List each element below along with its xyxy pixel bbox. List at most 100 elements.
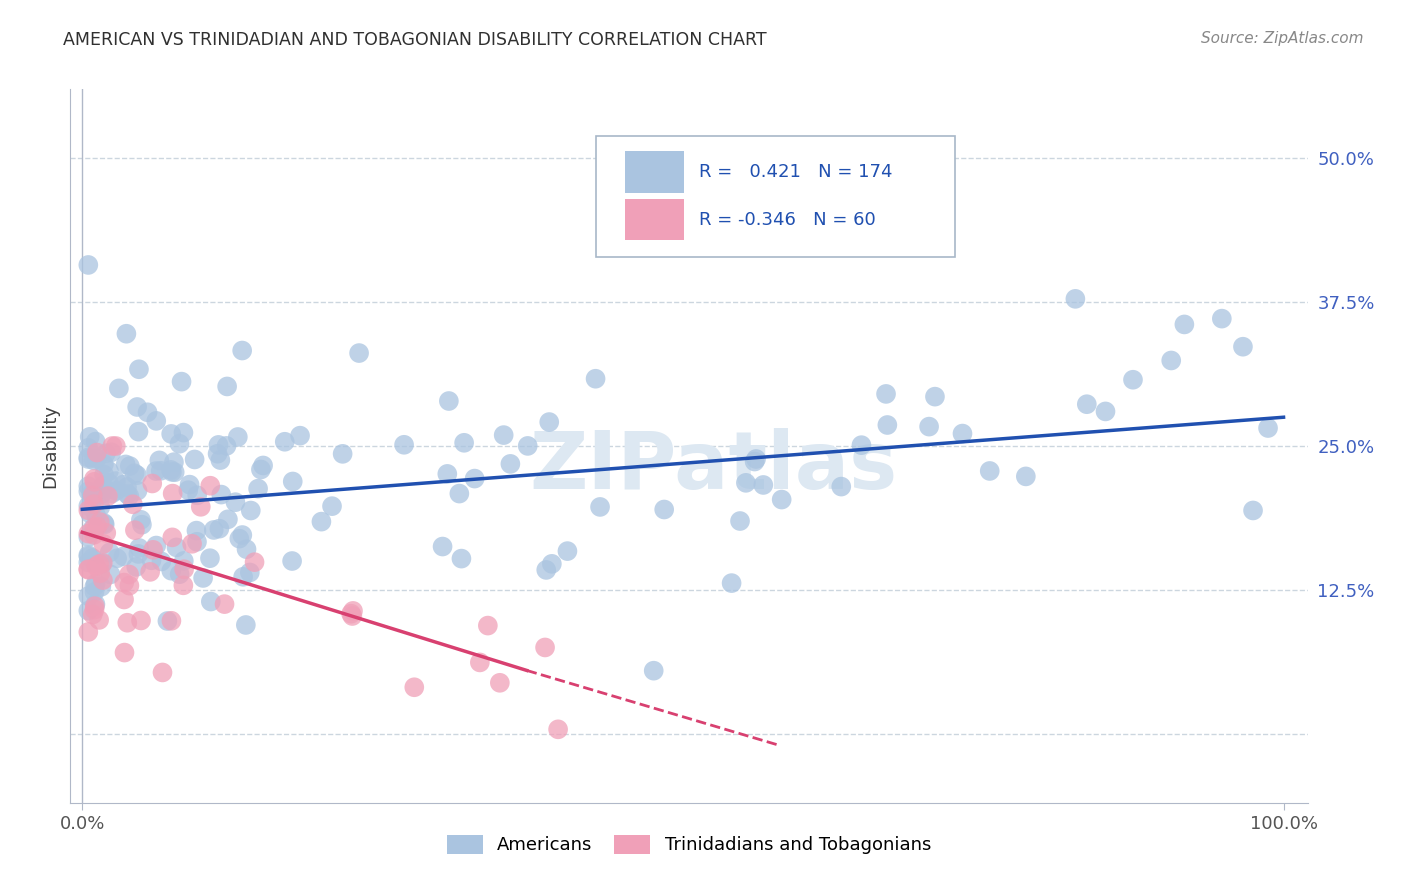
Point xyxy=(77,556,100,570)
Point xyxy=(82,488,104,502)
Point xyxy=(139,565,162,579)
Point xyxy=(436,467,458,481)
Point xyxy=(141,476,163,491)
Point xyxy=(89,500,111,514)
Point xyxy=(83,602,105,616)
Point xyxy=(80,487,103,501)
Point xyxy=(152,665,174,680)
Point xyxy=(77,548,100,562)
Point xyxy=(541,557,564,571)
Point xyxy=(209,453,232,467)
Point xyxy=(104,474,127,488)
Point xyxy=(217,512,239,526)
Point xyxy=(232,570,254,584)
Point xyxy=(200,479,222,493)
Point xyxy=(163,465,186,479)
Point xyxy=(105,551,128,566)
Point xyxy=(118,579,141,593)
Point xyxy=(190,500,212,514)
Point xyxy=(538,415,561,429)
Point xyxy=(77,441,100,455)
Point xyxy=(84,508,107,523)
Point xyxy=(80,498,103,512)
Point xyxy=(77,563,100,577)
Point xyxy=(652,502,675,516)
Point xyxy=(145,464,167,478)
Point xyxy=(311,515,333,529)
Y-axis label: Disability: Disability xyxy=(41,404,59,488)
Point xyxy=(83,556,105,570)
Point xyxy=(720,576,742,591)
Point xyxy=(82,551,104,566)
Point xyxy=(77,624,100,639)
Point xyxy=(156,614,179,628)
Point xyxy=(207,447,229,461)
Point xyxy=(228,532,250,546)
Point xyxy=(100,445,122,459)
Point xyxy=(1257,421,1279,435)
Point xyxy=(231,343,253,358)
Point xyxy=(83,453,105,467)
Point xyxy=(876,417,898,432)
Point xyxy=(589,500,612,514)
Point xyxy=(142,542,165,557)
Point xyxy=(191,571,214,585)
Point xyxy=(127,483,149,498)
Point xyxy=(224,495,246,509)
Text: Source: ZipAtlas.com: Source: ZipAtlas.com xyxy=(1201,31,1364,46)
Point xyxy=(77,452,100,467)
Point xyxy=(148,453,170,467)
Point xyxy=(177,483,200,498)
Point xyxy=(115,480,138,494)
Point xyxy=(170,375,193,389)
Point xyxy=(114,458,136,472)
Point xyxy=(89,613,111,627)
Point xyxy=(347,346,370,360)
Point xyxy=(91,479,114,493)
Point xyxy=(516,439,538,453)
Point xyxy=(166,541,188,555)
Point xyxy=(124,467,146,481)
Point xyxy=(557,544,579,558)
Legend: Americans, Trinidadians and Tobagonians: Americans, Trinidadians and Tobagonians xyxy=(447,835,931,855)
Point xyxy=(1241,503,1264,517)
Point xyxy=(83,520,105,534)
Point xyxy=(160,426,183,441)
Point xyxy=(1015,469,1038,483)
Point xyxy=(231,528,253,542)
Point xyxy=(112,575,135,590)
Point xyxy=(735,475,758,490)
Point xyxy=(86,519,108,533)
Point xyxy=(77,549,100,564)
Point xyxy=(547,723,569,737)
Point xyxy=(89,557,111,571)
Point xyxy=(94,446,117,460)
Point xyxy=(173,554,195,568)
Point xyxy=(449,486,471,500)
Point xyxy=(392,438,415,452)
Point xyxy=(918,419,941,434)
Point xyxy=(129,513,152,527)
Point xyxy=(215,439,238,453)
Point xyxy=(82,607,104,622)
Point xyxy=(108,381,131,395)
Point xyxy=(82,522,104,536)
Point xyxy=(128,362,150,376)
Point xyxy=(1211,311,1233,326)
Point xyxy=(77,604,100,618)
Point xyxy=(745,452,768,467)
Point xyxy=(118,458,141,473)
Point xyxy=(585,372,607,386)
Point xyxy=(131,517,153,532)
Point xyxy=(163,455,186,469)
Point xyxy=(274,434,297,449)
Point xyxy=(209,487,232,501)
Point xyxy=(198,551,221,566)
Point xyxy=(77,589,100,603)
Point xyxy=(489,675,512,690)
Point xyxy=(84,434,107,449)
Point xyxy=(89,566,111,581)
Point xyxy=(1232,340,1254,354)
Point xyxy=(93,457,115,471)
Point xyxy=(239,503,262,517)
